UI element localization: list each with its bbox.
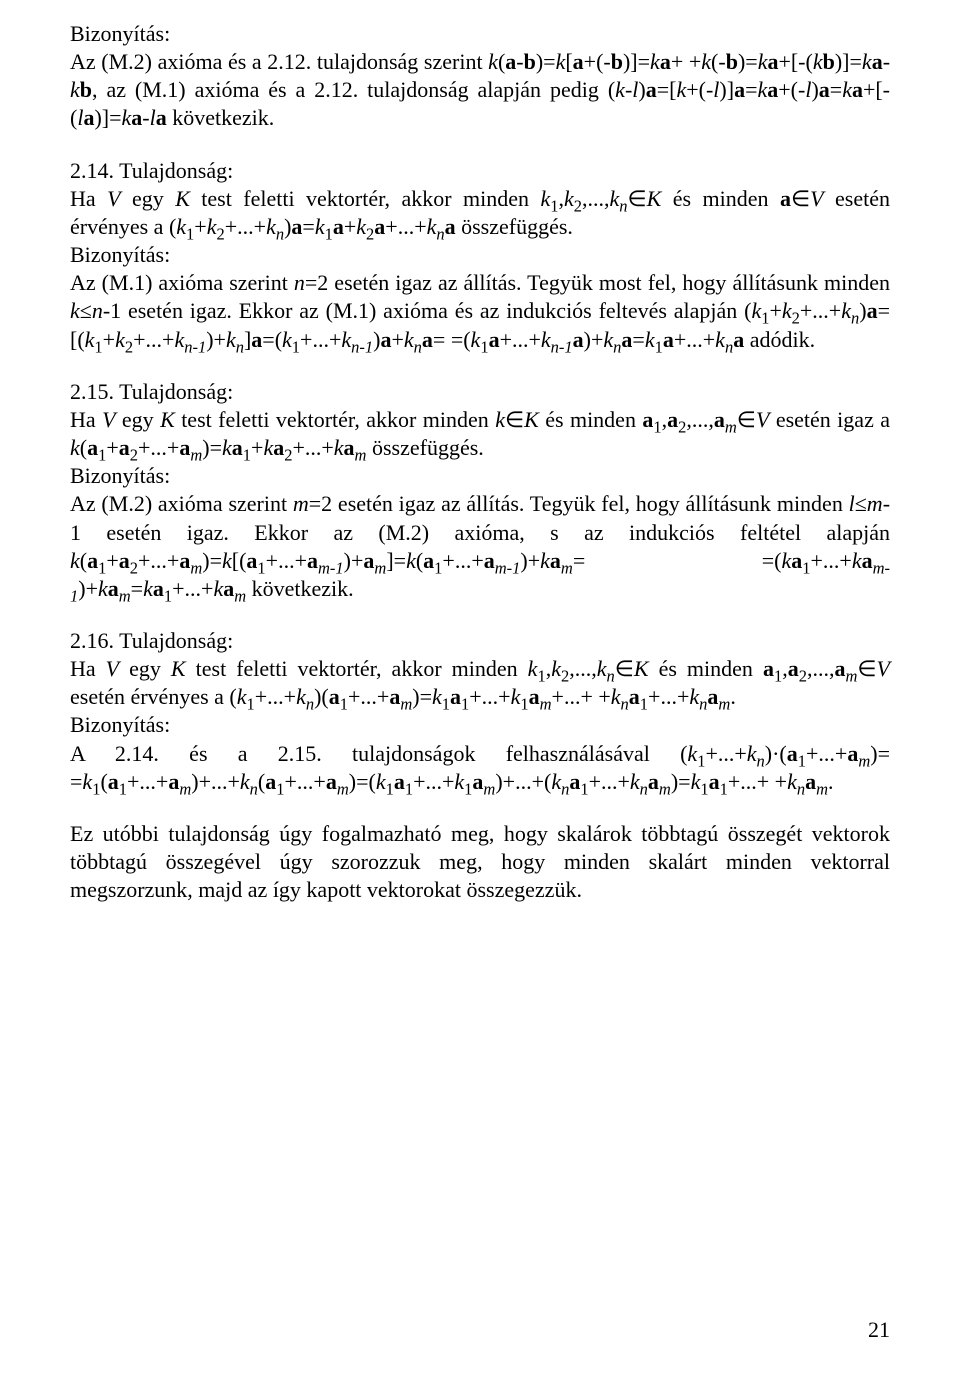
text: Ha V egy K test feletti vektortér, akkor… bbox=[70, 186, 890, 239]
property-block-214: 2.14. Tulajdonság: Ha V egy K test felet… bbox=[70, 157, 890, 354]
text: Az (M.2) axióma szerint m=2 esetén igaz … bbox=[70, 491, 890, 600]
property-block-216: 2.16. Tulajdonság: Ha V egy K test felet… bbox=[70, 627, 890, 796]
summary-paragraph: Ez utóbbi tulajdonság úgy fogalmazható m… bbox=[70, 820, 890, 904]
text: Ha V egy K test feletti vektortér, akkor… bbox=[70, 656, 890, 709]
property-title: 2.15. Tulajdonság: bbox=[70, 378, 890, 406]
proof-label: Bizonyítás: bbox=[70, 241, 890, 269]
text: Az (M.1) axióma szerint n=2 esetén igaz … bbox=[70, 270, 890, 351]
proof-label: Bizonyítás: bbox=[70, 711, 890, 739]
property-block-215: 2.15. Tulajdonság: Ha V egy K test felet… bbox=[70, 378, 890, 603]
proof-label: Bizonyítás: bbox=[70, 462, 890, 490]
property-title: 2.14. Tulajdonság: bbox=[70, 157, 890, 185]
text: Ha V egy K test feletti vektortér, akkor… bbox=[70, 407, 890, 460]
proof-label: Bizonyítás: bbox=[70, 20, 890, 48]
property-title: 2.16. Tulajdonság: bbox=[70, 627, 890, 655]
page-number: 21 bbox=[868, 1316, 890, 1344]
text: Az (M.2) axióma és a 2.12. tulajdonság s… bbox=[70, 49, 890, 130]
proof-block-1: Bizonyítás: Az (M.2) axióma és a 2.12. t… bbox=[70, 20, 890, 133]
text: A 2.14. és a 2.15. tulajdonságok felhasz… bbox=[70, 741, 890, 794]
